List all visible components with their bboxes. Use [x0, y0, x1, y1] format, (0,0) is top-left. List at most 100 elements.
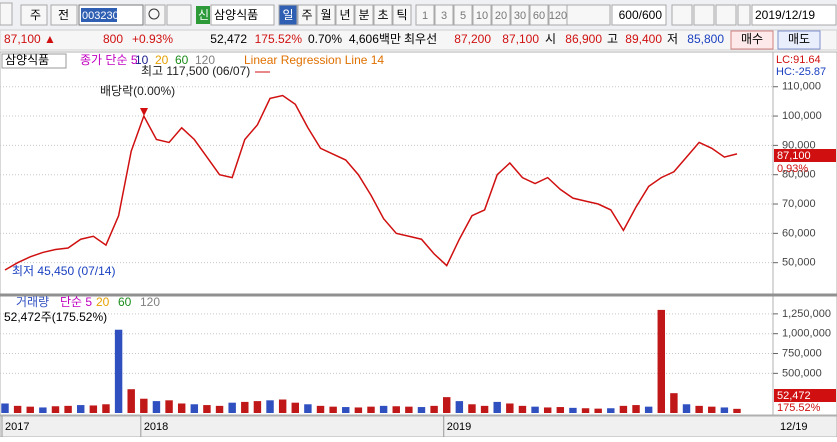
- interval-label: 120: [549, 10, 567, 22]
- volume-ratio: 175.52%: [255, 32, 303, 46]
- date: 2019/12/19: [755, 8, 815, 22]
- stock-name: 삼양식품: [214, 8, 258, 22]
- search-button[interactable]: [144, 4, 166, 26]
- period-button[interactable]: [316, 4, 336, 26]
- interval-label: 20: [495, 10, 507, 22]
- y-tick-label: 1,250,000: [782, 308, 831, 320]
- plot-frame: [0, 51, 774, 416]
- interval-label: 30: [514, 10, 526, 22]
- period-label: 분: [358, 8, 369, 22]
- menu-button[interactable]: [0, 2, 13, 26]
- volume-bar: [695, 405, 703, 413]
- buy-button[interactable]: [730, 30, 774, 50]
- volume-bar: [278, 399, 287, 413]
- period-button[interactable]: [392, 4, 412, 26]
- volume-bar: [518, 405, 527, 413]
- indicator-label: 120: [195, 53, 215, 67]
- volume-summary: 52,472주(175.52%): [4, 310, 107, 324]
- x-axis-bar: [0, 415, 837, 438]
- period-label: 초: [377, 8, 388, 22]
- count-box: [611, 4, 667, 26]
- code: 003230: [82, 10, 119, 22]
- volume-bar: [493, 401, 501, 413]
- open: 86,900: [565, 32, 602, 46]
- volume-bar: [51, 406, 60, 413]
- volume-bar: [177, 403, 186, 413]
- period-button[interactable]: [354, 4, 374, 26]
- tool-button[interactable]: [693, 4, 715, 26]
- period-button[interactable]: [335, 4, 355, 26]
- volume-tag-bg: [774, 389, 836, 402]
- interval-button[interactable]: [491, 4, 511, 26]
- period-button[interactable]: [278, 4, 298, 26]
- volume-bar: [531, 406, 539, 413]
- volume-bar: [140, 398, 148, 413]
- volume-bar: [1, 403, 9, 413]
- hc-label: HC:-25.87: [776, 66, 826, 78]
- interval-button[interactable]: [453, 4, 473, 26]
- price: 87,100 ▲: [4, 32, 56, 46]
- open-label: 시: [545, 32, 556, 46]
- axis-frame: [772, 51, 837, 416]
- volume-bar: [354, 407, 363, 413]
- volume-bar: [682, 404, 691, 413]
- change-rate: +0.93%: [132, 32, 173, 46]
- scope: 전: [58, 8, 69, 22]
- volume-bar: [77, 405, 85, 413]
- market: 주: [30, 8, 41, 22]
- best-label: 최우선: [404, 32, 437, 46]
- interval-button[interactable]: [434, 4, 454, 26]
- amount: 4,606백만: [349, 32, 401, 46]
- volume-bar: [581, 408, 590, 413]
- price-tag-bg: [774, 149, 836, 162]
- quote-bar: [0, 29, 837, 51]
- interval-button[interactable]: [510, 4, 530, 26]
- indicator-label: 60: [118, 295, 132, 309]
- interval-button[interactable]: [472, 4, 492, 26]
- volume-ratio-tag: 175.52%: [777, 402, 821, 414]
- indicator-label: 60: [175, 53, 189, 67]
- interval-button[interactable]: [529, 4, 549, 26]
- period-label: 주: [301, 8, 312, 22]
- volume-bar: [607, 408, 615, 413]
- volume-bar: [266, 400, 274, 413]
- indicator-label: 10: [135, 53, 149, 67]
- tool-button[interactable]: [671, 4, 693, 26]
- interval-dropdown[interactable]: [565, 4, 611, 26]
- settings-button[interactable]: [737, 4, 751, 26]
- volume-bar: [253, 401, 262, 413]
- period-button[interactable]: [297, 4, 317, 26]
- scope-select[interactable]: [50, 4, 78, 26]
- volume-bar: [556, 407, 565, 413]
- period-label: 월: [320, 8, 331, 22]
- volume-bar: [39, 407, 47, 413]
- regression-label: Linear Regression Line 14: [244, 53, 384, 67]
- change: 800: [103, 32, 123, 46]
- volume-bar: [430, 405, 438, 413]
- date-box[interactable]: [751, 4, 837, 26]
- interval-label: 5: [460, 10, 466, 22]
- credit-badge-bg: [196, 6, 210, 24]
- sell: 매도: [788, 32, 810, 46]
- sound-button[interactable]: [166, 4, 192, 26]
- period-label: 틱: [396, 8, 407, 22]
- title-box: [1, 53, 67, 69]
- volume-bar: [316, 405, 325, 413]
- dividend-note: 배당락(0.00%): [100, 84, 175, 98]
- sell-button[interactable]: [777, 30, 821, 50]
- y-tick-label: 1,000,000: [782, 328, 831, 340]
- interval-button[interactable]: [415, 4, 435, 26]
- x-tick-label: 2019: [447, 421, 471, 433]
- interval-label: 1: [422, 10, 428, 22]
- interval-button[interactable]: [548, 4, 568, 26]
- low: 85,800: [687, 32, 724, 46]
- low-label: 저: [667, 32, 678, 46]
- market-select[interactable]: [20, 4, 48, 26]
- high: 89,400: [625, 32, 662, 46]
- period-button[interactable]: [373, 4, 393, 26]
- period-label: 일: [282, 8, 293, 22]
- print-button[interactable]: [715, 4, 737, 26]
- volume-bar: [443, 397, 451, 413]
- volume-bar: [291, 402, 299, 413]
- y-tick-label: 750,000: [782, 347, 822, 359]
